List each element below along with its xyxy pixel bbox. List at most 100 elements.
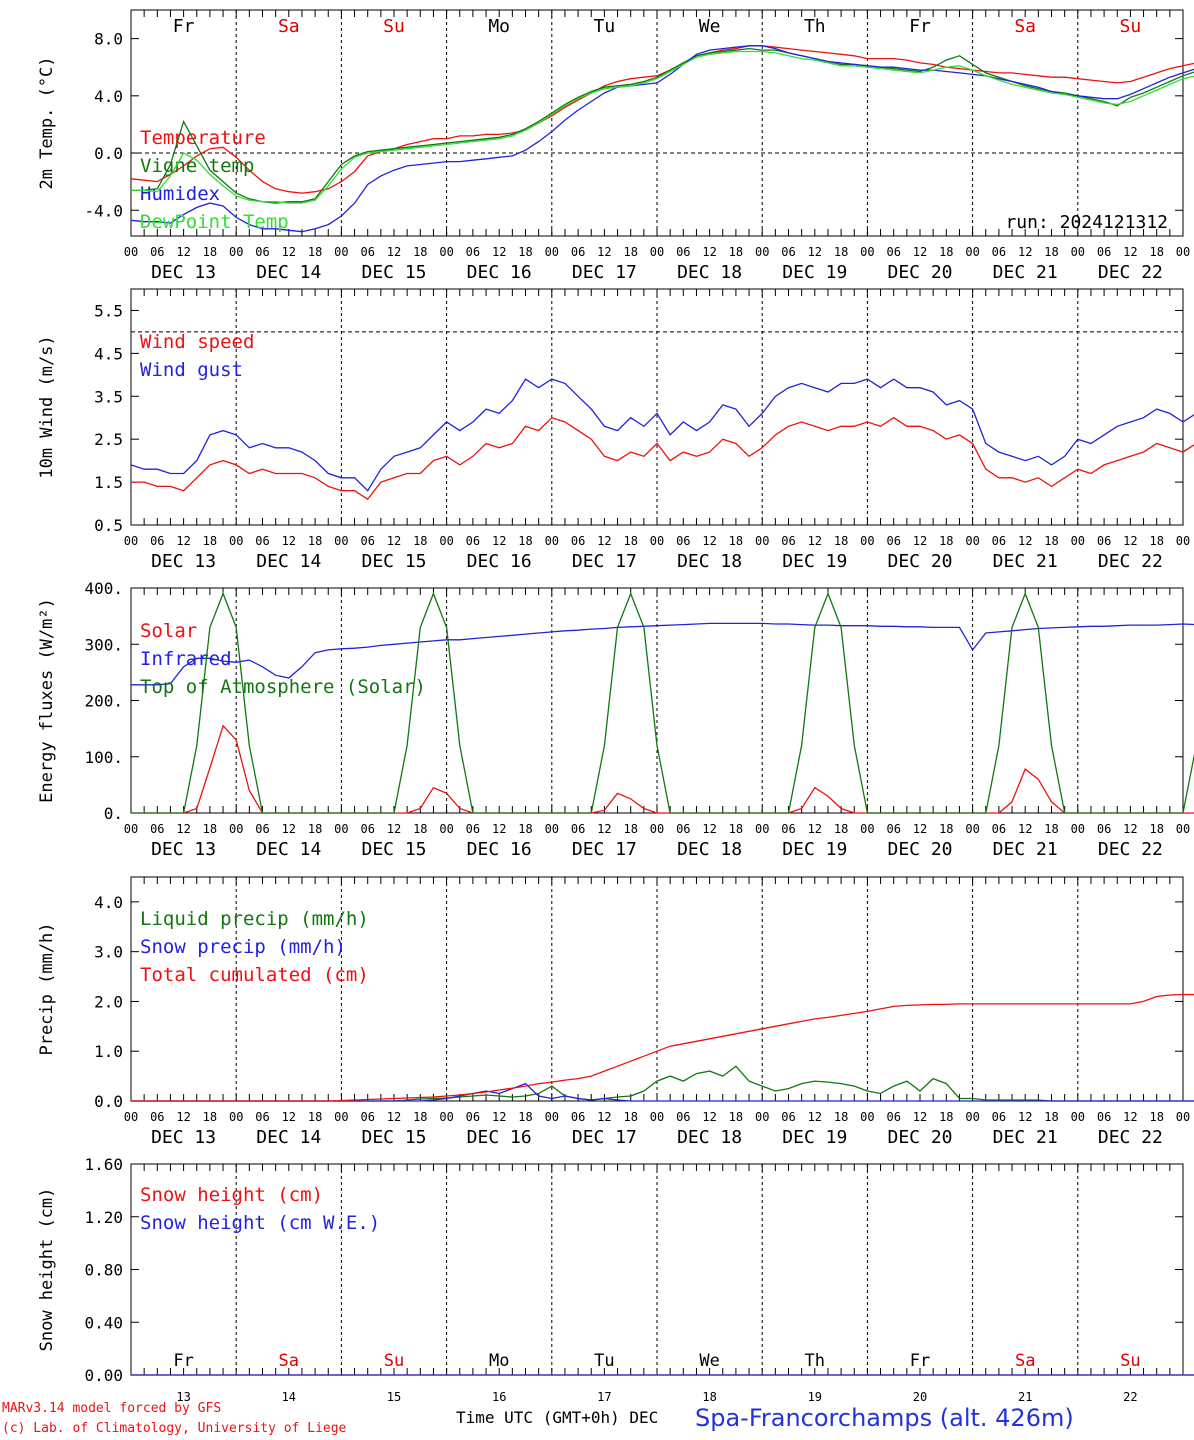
hour-label: 12 <box>1123 1110 1137 1124</box>
date-label: DEC 22 <box>1098 262 1163 283</box>
legend-entry: Snow height (cm W.E.) <box>140 1212 380 1234</box>
hour-label: 12 <box>913 822 927 836</box>
series-line-wind-gust <box>130 378 1194 492</box>
hour-label: 00 <box>439 822 453 836</box>
date-label: DEC 21 <box>993 551 1058 572</box>
y-tick-label: 300. <box>84 635 123 654</box>
hour-label: 18 <box>1149 245 1163 259</box>
hour-label: 00 <box>439 534 453 548</box>
y-tick-label: 4.0 <box>94 893 123 912</box>
footer-station: Spa-Francorchamps (alt. 426m) <box>695 1404 1074 1432</box>
panel-2-frame <box>130 587 1184 814</box>
legend-entry: Total cumulated (cm) <box>140 964 369 986</box>
date-label: DEC 19 <box>782 1127 847 1148</box>
hour-label: 06 <box>1097 822 1111 836</box>
hour-label: 00 <box>545 534 559 548</box>
y-tick-label: 5.5 <box>94 301 123 320</box>
series-line-infrared <box>131 622 1194 686</box>
date-label: DEC 20 <box>887 839 952 860</box>
hour-label: 06 <box>1097 245 1111 259</box>
legend-entry: Snow precip (mm/h) <box>140 936 346 958</box>
hour-label: 06 <box>886 534 900 548</box>
hour-label: 06 <box>886 245 900 259</box>
y-tick-label: 1.60 <box>84 1155 123 1174</box>
day-number: 15 <box>387 1390 401 1404</box>
series-line-vigne-temp <box>131 47 1194 204</box>
day-number: 18 <box>702 1390 716 1404</box>
y-tick-label: 100. <box>84 748 123 767</box>
hour-label: 18 <box>834 245 848 259</box>
hour-label: 12 <box>1018 1110 1032 1124</box>
hour-label: 12 <box>913 534 927 548</box>
date-label: DEC 22 <box>1098 551 1163 572</box>
hour-label: 12 <box>176 822 190 836</box>
hour-label: 00 <box>229 534 243 548</box>
hour-label: 06 <box>781 534 795 548</box>
hour-label: 00 <box>1176 534 1190 548</box>
y-tick-label: 200. <box>84 692 123 711</box>
day-name: Sa <box>1015 1351 1035 1371</box>
hour-label: 18 <box>939 245 953 259</box>
day-number: 13 <box>176 1390 190 1404</box>
hour-label: 12 <box>808 822 822 836</box>
hour-label: 00 <box>860 1110 874 1124</box>
hour-label: 18 <box>413 1110 427 1124</box>
hour-label: 00 <box>124 534 138 548</box>
date-label: DEC 13 <box>151 551 216 572</box>
hour-label: 00 <box>334 534 348 548</box>
day-name: We <box>699 16 721 37</box>
hour-label: 00 <box>1071 822 1085 836</box>
hour-label: 00 <box>965 822 979 836</box>
hour-label: 18 <box>413 245 427 259</box>
hour-label: 06 <box>676 534 690 548</box>
hour-label: 12 <box>1018 822 1032 836</box>
day-number: 16 <box>492 1390 506 1404</box>
y-tick-label: 3.0 <box>94 943 123 962</box>
date-label: DEC 18 <box>677 551 742 572</box>
hour-label: 12 <box>808 534 822 548</box>
legend-entry: DewPoint Temp <box>140 211 289 233</box>
hour-label: 18 <box>623 534 637 548</box>
hour-label: 18 <box>939 534 953 548</box>
hour-label: 06 <box>360 534 374 548</box>
series-line-solar <box>131 724 1194 814</box>
hour-label: 12 <box>1123 822 1137 836</box>
hour-label: 12 <box>282 822 296 836</box>
series-line-top-of-atmosphere-solar- <box>131 591 1194 814</box>
date-label: DEC 16 <box>467 1127 532 1148</box>
hour-label: 12 <box>1018 245 1032 259</box>
hour-label: 12 <box>492 1110 506 1124</box>
hour-label: 06 <box>886 1110 900 1124</box>
y-tick-label: 0. <box>104 804 123 823</box>
hour-label: 12 <box>702 822 716 836</box>
hour-label: 06 <box>360 245 374 259</box>
y-axis-label: Snow height (cm) <box>37 1188 57 1352</box>
hour-label: 00 <box>650 822 664 836</box>
hour-label: 00 <box>650 534 664 548</box>
day-name: Sa <box>279 1351 299 1371</box>
hour-label: 18 <box>518 822 532 836</box>
hour-label: 00 <box>755 534 769 548</box>
footer-xlabel: Time UTC (GMT+0h) DEC <box>456 1408 659 1427</box>
hour-label: 12 <box>1123 534 1137 548</box>
day-name: Su <box>383 16 405 37</box>
hour-label: 00 <box>965 534 979 548</box>
series-line-dewpoint-temp <box>131 50 1194 204</box>
hour-label: 00 <box>860 245 874 259</box>
hour-label: 00 <box>124 822 138 836</box>
hour-label: 06 <box>466 534 480 548</box>
date-label: DEC 18 <box>677 262 742 283</box>
hour-label: 18 <box>729 534 743 548</box>
hour-label: 06 <box>1097 534 1111 548</box>
hour-label: 18 <box>308 245 322 259</box>
hour-label: 18 <box>1149 534 1163 548</box>
hour-label: 18 <box>203 822 217 836</box>
hour-label: 00 <box>439 1110 453 1124</box>
day-name: Th <box>804 16 826 37</box>
hour-label: 06 <box>150 1110 164 1124</box>
hour-label: 12 <box>387 245 401 259</box>
y-axis-label: Precip (mm/h) <box>37 922 57 1055</box>
y-tick-label: 2.0 <box>94 992 123 1011</box>
hour-label: 18 <box>413 534 427 548</box>
